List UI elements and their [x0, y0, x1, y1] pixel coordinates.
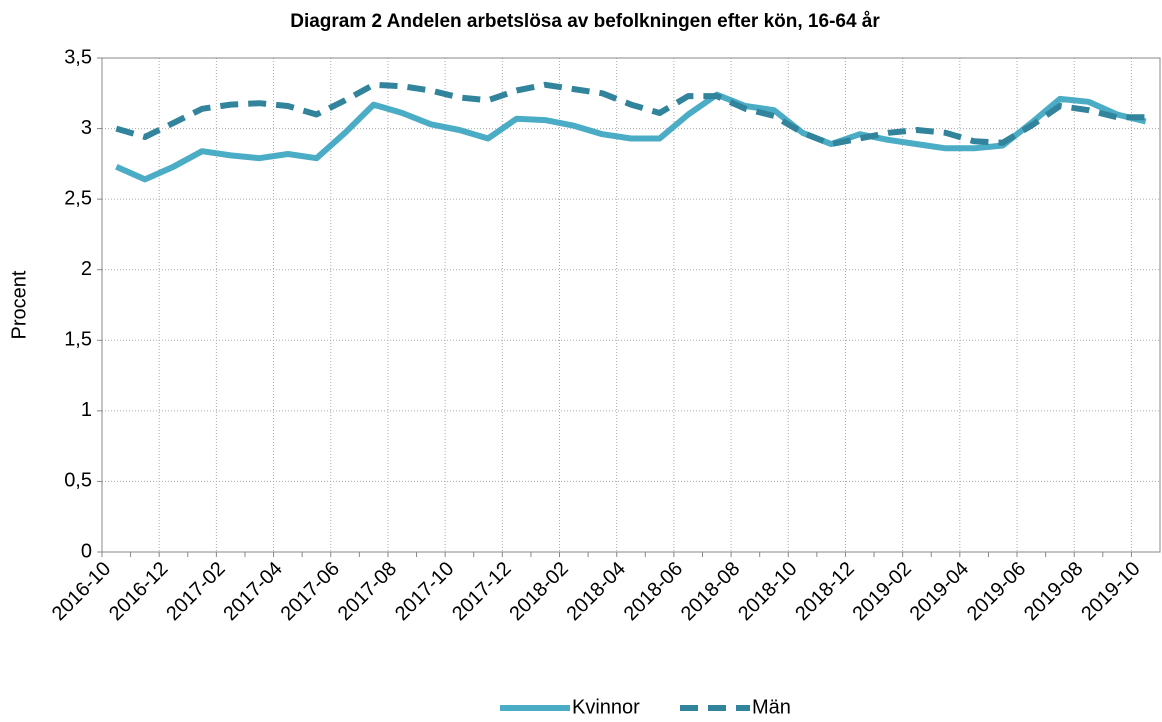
x-tick-label: 2017-04 — [219, 558, 286, 625]
x-tick-label: 2017-08 — [334, 558, 401, 625]
y-axis-label: Procent — [8, 270, 30, 339]
x-tick-label: 2017-12 — [448, 558, 515, 625]
x-tick-label: 2019-04 — [906, 558, 973, 625]
legend-label: Män — [752, 696, 791, 718]
y-tick-label: 1 — [81, 399, 92, 421]
x-tick-label: 2018-12 — [791, 558, 858, 625]
plot-frame — [101, 57, 1161, 553]
x-tick-label: 2017-06 — [277, 558, 344, 625]
chart-title: Diagram 2 Andelen arbetslösa av befolkni… — [290, 11, 880, 32]
x-tick-label: 2017-02 — [162, 558, 229, 625]
x-tick-label: 2016-12 — [105, 558, 172, 625]
y-tick-label: 3,5 — [64, 46, 92, 68]
x-tick-label: 2018-08 — [677, 558, 744, 625]
series-line — [115, 81, 1146, 148]
x-tick-label: 2019-02 — [848, 558, 915, 625]
x-tick-label: 2019-08 — [1020, 558, 1087, 625]
x-tick-label: 2018-10 — [734, 558, 801, 625]
y-tick-label: 2,5 — [64, 187, 92, 209]
x-tick-label: 2019-06 — [963, 558, 1030, 625]
y-tick-label: 0,5 — [64, 470, 92, 492]
y-tick-label: 2 — [81, 258, 92, 280]
y-tick-label: 1,5 — [64, 329, 92, 351]
series-line — [115, 91, 1147, 183]
x-tick-label: 2018-04 — [563, 558, 630, 625]
x-tick-label: 2016-10 — [48, 558, 115, 625]
x-tick-label: 2018-06 — [620, 558, 687, 625]
x-tick-label: 2019-10 — [1077, 558, 1144, 625]
legend-label: Kvinnor — [572, 696, 640, 718]
x-tick-label: 2017-10 — [391, 558, 458, 625]
y-tick-label: 3 — [81, 117, 92, 139]
y-tick-label: 0 — [81, 540, 92, 562]
x-tick-label: 2018-02 — [505, 558, 572, 625]
